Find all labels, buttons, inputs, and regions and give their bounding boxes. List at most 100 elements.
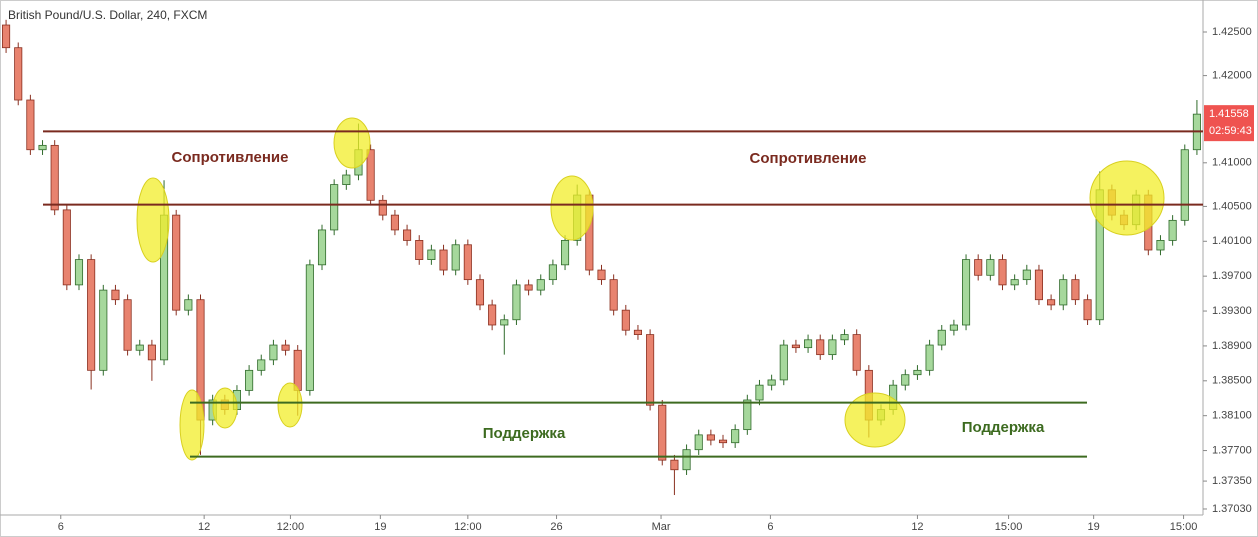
- x-tick-label: 12: [198, 521, 210, 533]
- candle-body: [281, 344, 290, 351]
- y-tick-label: 1.39300: [1212, 305, 1252, 317]
- y-tick-label: 1.42000: [1212, 70, 1252, 82]
- x-tick-label: Mar: [652, 521, 671, 533]
- x-tick-label: 26: [550, 521, 562, 533]
- candle-body: [403, 229, 412, 241]
- candle-body: [925, 344, 934, 371]
- highlight: [333, 117, 371, 169]
- candle-body: [646, 334, 655, 406]
- candle-body: [840, 334, 849, 341]
- y-tick-label: 1.38500: [1212, 375, 1252, 387]
- x-tick-label: 12: [911, 521, 923, 533]
- candle-body: [2, 24, 11, 49]
- candle-body: [561, 240, 570, 266]
- candle-body: [524, 284, 533, 291]
- candle-body: [804, 339, 813, 349]
- candle-body: [74, 259, 84, 286]
- support-label: Поддержка: [483, 425, 566, 442]
- candle-body: [135, 344, 144, 351]
- candle-body: [1034, 269, 1043, 301]
- candle-body: [901, 374, 910, 386]
- candle-body: [463, 244, 472, 281]
- candle-body: [26, 99, 35, 151]
- candle-body: [658, 404, 667, 461]
- candle-body: [488, 304, 497, 326]
- candle-body: [633, 329, 642, 335]
- candle-body: [986, 259, 995, 276]
- candle-body: [621, 309, 630, 331]
- candle-body: [767, 379, 776, 386]
- candle-body: [1047, 299, 1056, 306]
- candle-body: [962, 259, 971, 326]
- candle-body: [269, 344, 278, 361]
- candle-body: [1022, 269, 1031, 281]
- resistance-label: Сопротивление: [750, 150, 867, 167]
- candle-body: [998, 259, 1007, 286]
- candle-body: [123, 299, 132, 351]
- candle-body: [1180, 149, 1189, 221]
- y-tick-label: 1.37350: [1212, 475, 1252, 487]
- candle-body: [974, 259, 983, 276]
- candle-body: [1010, 279, 1019, 286]
- support-label: Поддержка: [962, 419, 1045, 436]
- candle-body: [500, 319, 509, 326]
- candle-body: [694, 434, 703, 451]
- candle-body: [949, 324, 958, 331]
- x-tick-label: 12:00: [277, 521, 305, 533]
- candle-body: [378, 199, 387, 216]
- highlight: [550, 175, 594, 241]
- candle-body: [1156, 240, 1165, 251]
- candle-body: [1168, 219, 1177, 241]
- candle-body: [731, 429, 740, 444]
- candle-body: [293, 349, 302, 391]
- chart-title: British Pound/U.S. Dollar, 240, FXCM: [8, 8, 207, 22]
- candle-body: [99, 289, 108, 371]
- y-tick-label: 1.39700: [1212, 270, 1252, 282]
- candle-body: [512, 284, 521, 321]
- highlight: [136, 177, 170, 263]
- x-tick-label: 19: [1088, 521, 1100, 533]
- price-tag-label: 1.41558: [1209, 108, 1249, 120]
- candle-body: [816, 339, 825, 356]
- candle-body: [913, 369, 922, 376]
- candle-body: [317, 229, 327, 266]
- y-tick-label: 1.40500: [1212, 200, 1252, 212]
- candle-body: [706, 434, 715, 441]
- candle-body: [597, 269, 606, 281]
- candle-body: [390, 214, 399, 231]
- x-tick-label: 12:00: [454, 521, 482, 533]
- candle-body: [828, 339, 837, 356]
- y-tick-label: 1.38900: [1212, 340, 1252, 352]
- highlight: [844, 392, 906, 448]
- x-tick-label: 6: [58, 521, 64, 533]
- price-tag: [1204, 105, 1254, 142]
- countdown: 02:59:43: [1209, 125, 1252, 137]
- resistance-label: Сопротивление: [172, 149, 289, 166]
- candle-body: [172, 214, 181, 311]
- candle-body: [439, 249, 448, 271]
- candle-body: [38, 144, 47, 151]
- highlight: [1089, 160, 1165, 236]
- y-tick-label: 1.37700: [1212, 444, 1252, 456]
- candle-body: [245, 369, 254, 391]
- candle-body: [111, 289, 120, 301]
- candle-body: [50, 144, 59, 211]
- candle-body: [14, 47, 23, 101]
- highlight: [277, 382, 303, 428]
- candle-body: [1071, 279, 1080, 301]
- candle-body: [366, 149, 375, 201]
- candle-body: [791, 344, 800, 349]
- candle-body: [1083, 299, 1092, 321]
- candle-body: [743, 399, 752, 431]
- x-tick-label: 15:00: [1170, 521, 1198, 533]
- highlight: [179, 389, 205, 461]
- candle-body: [62, 209, 71, 286]
- candle-body: [682, 449, 691, 471]
- highlight: [212, 387, 238, 429]
- candle-body: [427, 249, 436, 260]
- candle-body: [536, 279, 545, 291]
- candle-body: [548, 264, 557, 281]
- candle-body: [147, 344, 156, 361]
